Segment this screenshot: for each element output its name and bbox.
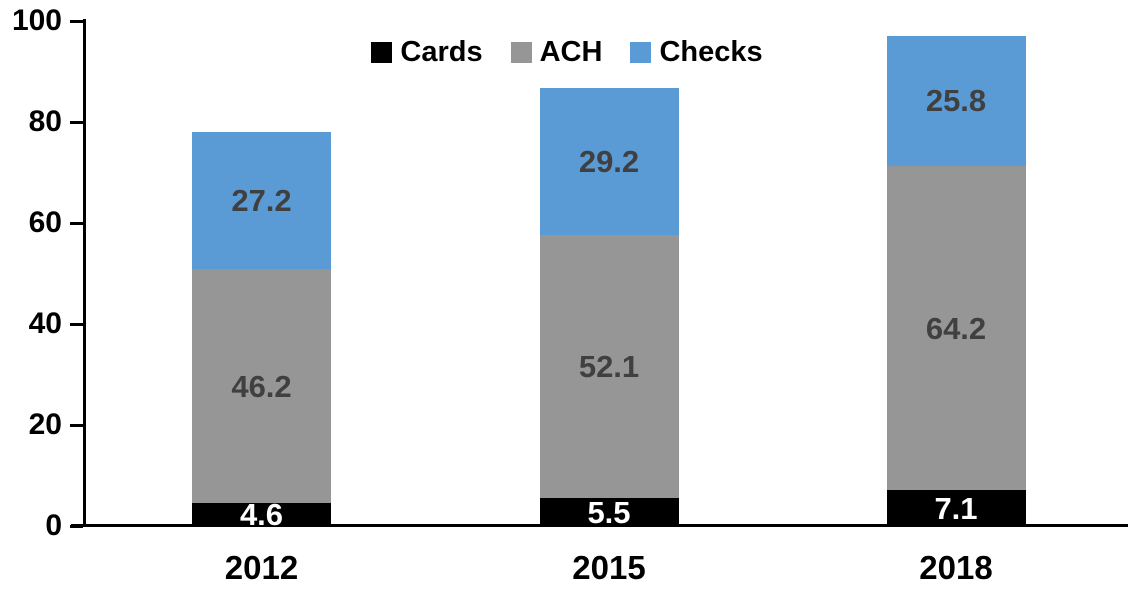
legend-swatch-icon [371, 42, 393, 63]
bar-2012: 27.2 46.2 4.6 [192, 132, 331, 530]
legend-label: ACH [539, 36, 603, 68]
legend-swatch-icon [510, 42, 532, 63]
bar-segment-checks-2012: 27.2 [192, 132, 331, 270]
data-label: 25.8 [925, 83, 987, 119]
legend-item-checks: Checks [630, 36, 763, 68]
legend-item-cards: Cards [371, 36, 483, 68]
bar-segment-cards-2012: 4.6 [192, 499, 331, 530]
y-axis-tick-label: 40 [28, 307, 62, 340]
bar-2015: 29.2 52.1 5.5 [539, 87, 679, 530]
bar-segment-cards-2015: 5.5 [539, 494, 679, 530]
bar-segment-ach-2018: 64.2 [886, 165, 1026, 491]
data-label: 27.2 [231, 183, 292, 219]
legend-swatch-icon [630, 42, 652, 63]
data-label: 64.2 [925, 310, 987, 346]
legend-item-ach: ACH [510, 36, 603, 68]
bar-segment-ach-2012: 46.2 [192, 269, 331, 503]
x-axis-label-2012: 2012 [224, 549, 299, 586]
y-axis-tick [70, 423, 83, 427]
bar-segment-checks-2018: 25.8 [886, 35, 1026, 166]
data-label: 29.2 [578, 143, 640, 179]
x-axis-label-2015: 2015 [572, 549, 646, 586]
y-axis-tick [70, 221, 83, 225]
y-axis-tick-label: 60 [28, 206, 62, 239]
y-axis-tick [70, 120, 83, 124]
data-label: 4.6 [239, 496, 284, 532]
y-axis-line [83, 19, 86, 527]
y-axis-tick [70, 322, 83, 326]
legend-label: Checks [659, 36, 763, 68]
bar-2018: 25.8 64.2 7.1 [886, 35, 1026, 526]
data-label: 7.1 [934, 490, 978, 526]
data-label: 52.1 [578, 349, 640, 385]
y-axis-tick-label: 100 [11, 4, 62, 37]
y-axis-tick-label: 80 [28, 105, 62, 138]
y-axis-tick-label: 20 [28, 408, 62, 441]
bar-segment-ach-2015: 52.1 [539, 235, 679, 499]
legend-label: Cards [400, 36, 483, 68]
bar-segment-cards-2018: 7.1 [886, 490, 1026, 526]
y-axis-tick [70, 524, 83, 528]
data-label: 5.5 [587, 494, 631, 530]
data-label: 46.2 [231, 368, 292, 404]
y-axis-tick [70, 19, 83, 23]
x-axis-label-2018: 2018 [919, 549, 993, 586]
bar-segment-checks-2015: 29.2 [539, 87, 679, 236]
y-axis-tick-label: 0 [45, 509, 62, 542]
